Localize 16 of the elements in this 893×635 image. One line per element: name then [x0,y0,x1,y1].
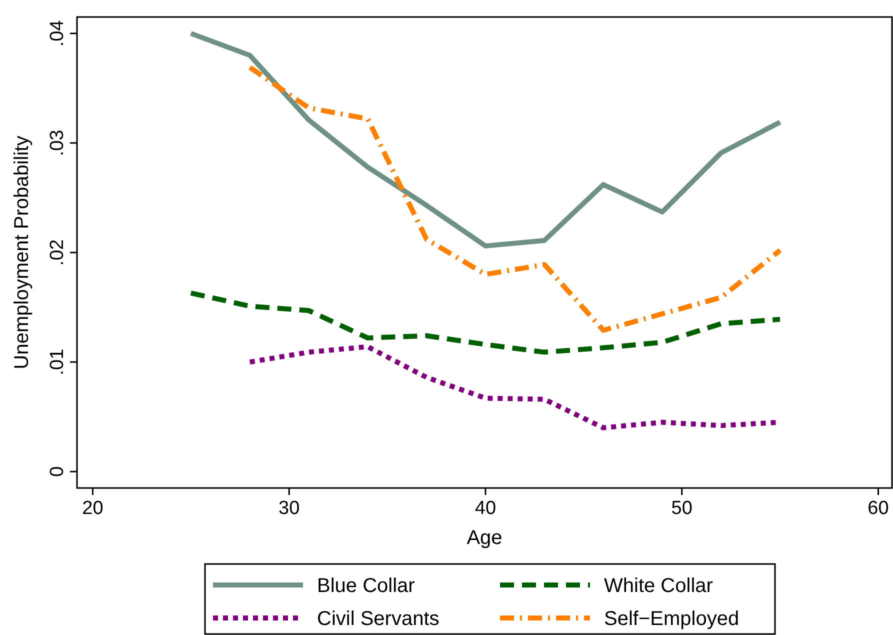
y-tick-label: .02 [47,239,68,266]
x-tick-label: 20 [82,498,104,519]
x-axis-title: Age [466,527,502,549]
x-tick-label: 40 [474,498,496,519]
x-tick-label: 50 [671,498,692,519]
x-tick-label: 60 [868,498,889,519]
legend-label: White Collar [604,575,714,597]
legend-label: Blue Collar [317,575,416,597]
y-axis-title: Unemployment Probability [11,136,33,370]
y-tick-label: .01 [47,348,68,376]
legend-label: Civil Servants [317,608,440,630]
y-tick-label: .04 [47,20,68,47]
x-tick-label: 30 [278,498,300,519]
y-tick-label: .03 [47,130,68,156]
legend-label: Self−Employed [604,608,740,630]
y-tick-label: 0 [47,466,68,477]
